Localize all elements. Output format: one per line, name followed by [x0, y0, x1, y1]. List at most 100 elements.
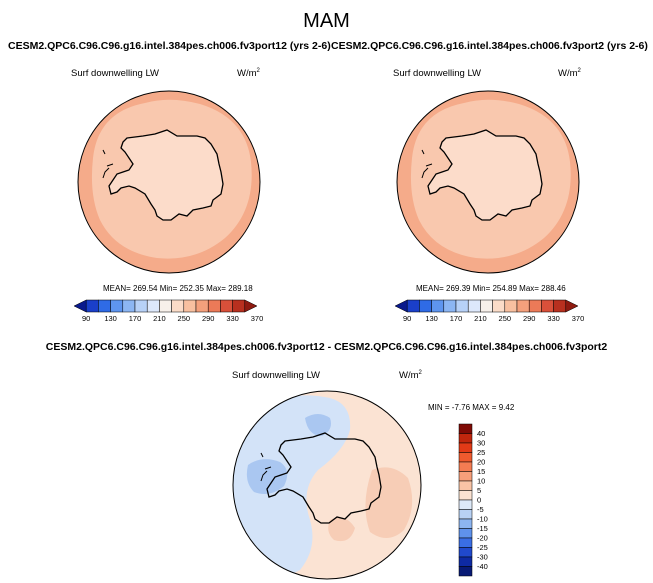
- diff-colorbar-swatch: [458, 537, 473, 548]
- panel2-colorbar-swatch: [394, 299, 408, 313]
- panel2-units: W/m2: [558, 68, 581, 80]
- diff-colorbar-swatch: [458, 423, 473, 434]
- panel1-colorbar: 90 130 170 210 250 290 330 370: [73, 299, 264, 323]
- panel2-colorbar-swatch: [504, 299, 518, 313]
- diff-colorbar-tick-label: 10: [477, 477, 485, 486]
- panel1-colorbar-tick-label: 90: [82, 314, 90, 323]
- panel1-variable-label: Surf downwelling LW: [71, 68, 160, 79]
- panel2-colorbar-swatch: [541, 299, 554, 313]
- diff-colorbar-tick-label: 25: [477, 448, 485, 457]
- panel1-colorbar-swatch: [98, 299, 111, 313]
- diff-units: W/m2: [399, 370, 422, 382]
- panel1-colorbar-swatch: [207, 299, 221, 313]
- panel1-colorbar-swatch: [122, 299, 136, 313]
- panel1-colorbar-tick-label: 250: [178, 314, 191, 323]
- panel2-colorbar-tick-label: 90: [403, 314, 411, 323]
- panel1-colorbar-swatch: [195, 299, 209, 313]
- panel2-colorbar-tick-label: 290: [523, 314, 536, 323]
- panel1-colorbar-swatch: [220, 299, 233, 313]
- diff-positive-core: [365, 467, 413, 539]
- panel1-colorbar-swatch: [183, 299, 197, 313]
- panel2-colorbar-tick-label: 130: [425, 314, 438, 323]
- diff-colorbar-swatch: [458, 461, 473, 472]
- panel1-stats: MEAN= 269.54 Min= 252.35 Max= 289.18: [103, 284, 253, 293]
- panel2-colorbar-swatch: [419, 299, 432, 313]
- panel2-map-border: [396, 90, 580, 274]
- panel2-map: [397, 91, 579, 273]
- diff-positive-spot: [328, 517, 355, 542]
- panel2-colorbar-swatch: [431, 299, 445, 313]
- panel1-colorbar-swatch: [85, 299, 99, 313]
- panel1-colorbar-swatch: [110, 299, 124, 313]
- diff-negative-spot: [305, 414, 331, 436]
- panel1-colorbar-tick-label: 130: [104, 314, 117, 323]
- panel1-map: [78, 91, 260, 273]
- diff-colorbar-swatch: [458, 547, 473, 558]
- diff-colorbar-tick-label: 5: [477, 486, 481, 495]
- diff-colorbar-swatch: [458, 528, 473, 539]
- panel1-colorbar-swatch: [232, 299, 246, 313]
- diff-colorbar-tick-label: -5: [477, 505, 484, 514]
- panel1-colorbar-swatch: [159, 299, 172, 313]
- diff-stats: MIN = -7.76 MAX = 9.42: [428, 403, 515, 412]
- diff-colorbar-swatch: [458, 499, 473, 510]
- diff-colorbar-swatch: [458, 509, 473, 520]
- panel1-colorbar-swatch: [171, 299, 185, 313]
- panel2-colorbar-tick-label: 370: [572, 314, 585, 323]
- panel2-colorbar-swatch: [565, 299, 579, 313]
- panel1-colorbar-swatch: [134, 299, 148, 313]
- panel2-colorbar-swatch: [406, 299, 420, 313]
- diff-colorbar-swatch: [458, 452, 473, 463]
- panel1-colorbar-tick-label: 210: [153, 314, 166, 323]
- panel1-colorbar-tick-label: 170: [129, 314, 142, 323]
- panel2-colorbar-tick-label: 210: [474, 314, 487, 323]
- panel1-case-title: CESM2.QPC6.C96.C96.g16.intel.384pes.ch00…: [8, 40, 331, 52]
- panel2-stats: MEAN= 269.39 Min= 254.89 Max= 288.46: [416, 284, 566, 293]
- panel2-colorbar-swatch: [492, 299, 506, 313]
- diff-colorbar-swatch: [458, 480, 473, 491]
- diff-colorbar-swatch: [458, 556, 473, 567]
- panel2-colorbar-tick-label: 250: [499, 314, 512, 323]
- diff-title: CESM2.QPC6.C96.C96.g16.intel.384pes.ch00…: [45, 341, 608, 353]
- diff-colorbar-tick-label: -10: [477, 515, 488, 524]
- season-title: MAM: [303, 10, 350, 32]
- diff-colorbar-tick-label: 40: [477, 429, 485, 438]
- panel2-continent-outline: [421, 129, 543, 221]
- diff-variable-label: Surf downwelling LW: [232, 370, 321, 381]
- panel1-units: W/m2: [237, 68, 260, 80]
- panel2-colorbar-swatch: [528, 299, 542, 313]
- panel2-variable-label: Surf downwelling LW: [393, 68, 482, 79]
- panel2-colorbar-tick-label: 170: [450, 314, 463, 323]
- diff-colorbar-swatch: [458, 442, 473, 453]
- diff-map: [233, 391, 421, 579]
- diff-negative-field: [233, 395, 351, 576]
- panel1-colorbar-swatch: [73, 299, 87, 313]
- panel2-colorbar: 90 130 170 210 250 290 330 370: [394, 299, 585, 323]
- panel1-colorbar-tick-label: 370: [251, 314, 264, 323]
- diff-colorbar-tick-label: -40: [477, 562, 488, 571]
- diff-negative-core: [246, 459, 288, 494]
- diff-colorbar-tick-label: 20: [477, 458, 485, 467]
- diff-colorbar-swatch: [458, 433, 473, 444]
- panel1-colorbar-tick-label: 290: [202, 314, 215, 323]
- panel2-colorbar-swatch: [553, 299, 567, 313]
- diff-colorbar-tick-label: 30: [477, 439, 485, 448]
- diff-colorbar-swatch: [458, 471, 473, 482]
- diff-colorbar-tick-label: -15: [477, 524, 488, 533]
- diff-colorbar-swatch: [458, 566, 473, 577]
- diff-colorbar-swatch: [458, 518, 473, 529]
- panel2-case-title: CESM2.QPC6.C96.C96.g16.intel.384pes.ch00…: [331, 40, 648, 52]
- panel1-colorbar-tick-label: 330: [226, 314, 239, 323]
- diff-colorbar-tick-label: -20: [477, 534, 488, 543]
- panel1-colorbar-swatch: [146, 299, 160, 313]
- panel1-continent-outline: [102, 129, 224, 221]
- diff-colorbar-tick-label: -25: [477, 543, 488, 552]
- panel2-colorbar-tick-label: 330: [547, 314, 560, 323]
- diff-colorbar-tick-label: 0: [477, 496, 481, 505]
- panel2-colorbar-swatch: [455, 299, 469, 313]
- diff-colorbar-tick-label: -30: [477, 553, 488, 562]
- panel2-colorbar-swatch: [480, 299, 493, 313]
- panel2-colorbar-swatch: [467, 299, 481, 313]
